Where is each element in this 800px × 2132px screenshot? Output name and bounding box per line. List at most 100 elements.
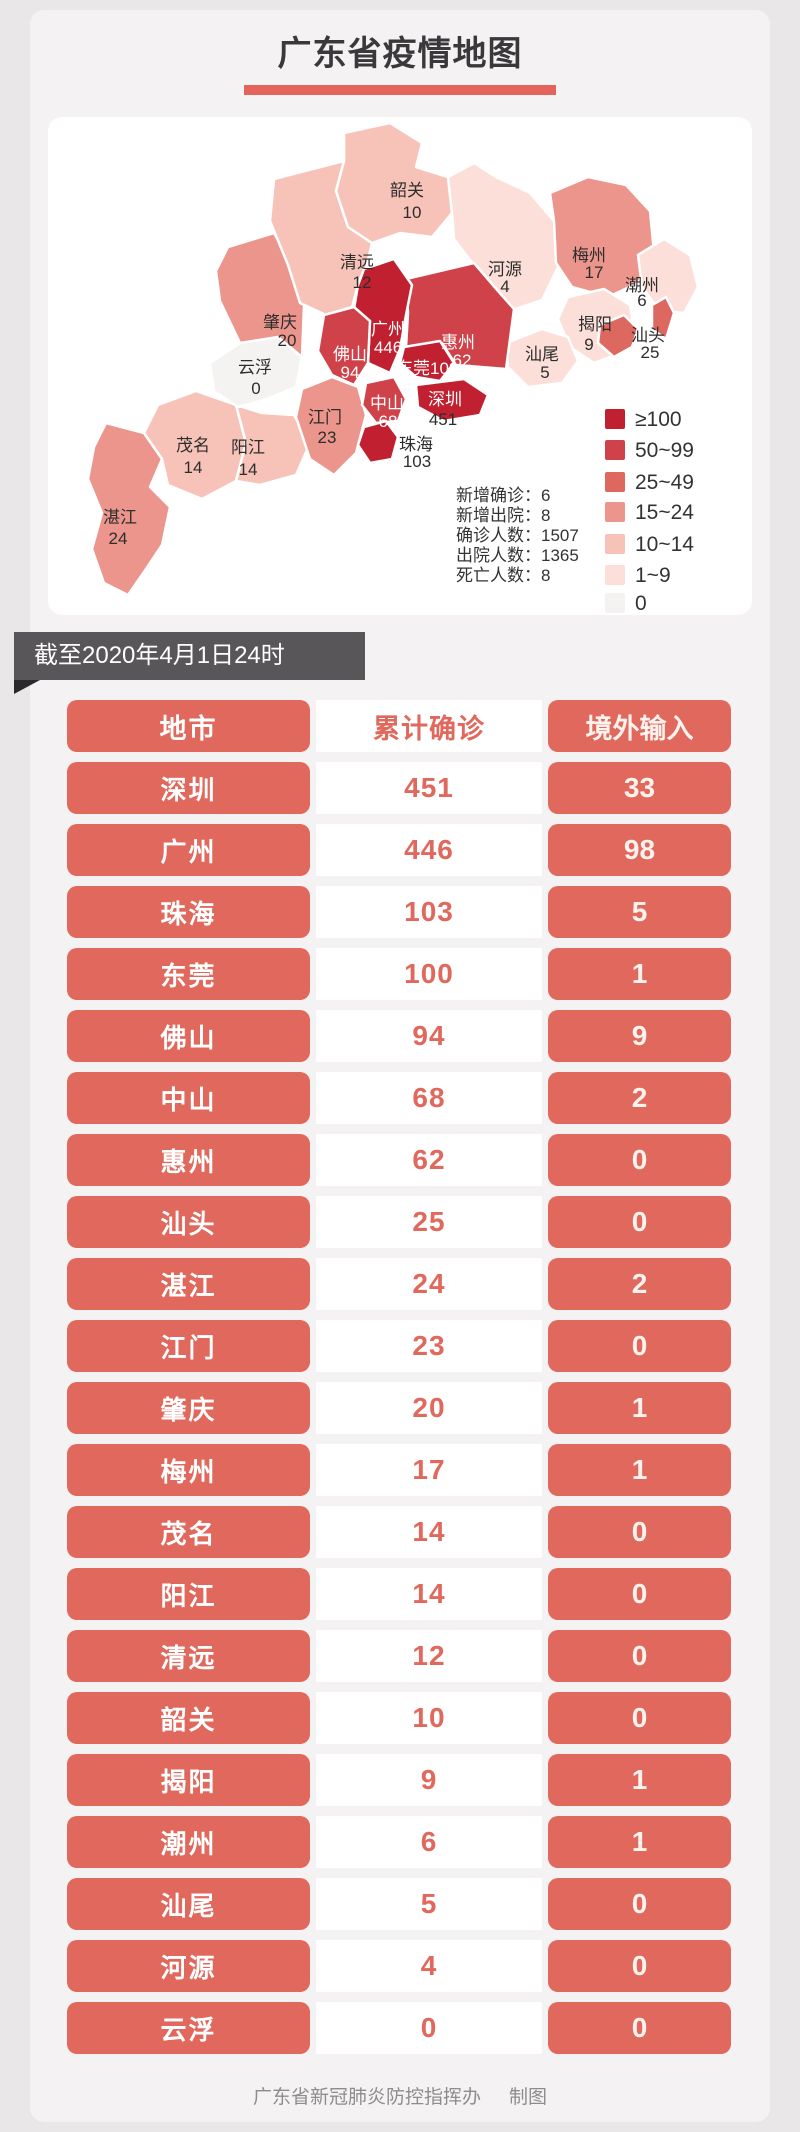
map-value-zhongshan: 68	[379, 412, 398, 431]
map-label-maoming: 茂名	[176, 436, 210, 455]
confirmed-cell: 12	[316, 1630, 542, 1682]
map-region-chaozhou	[636, 237, 700, 315]
table-row: 潮州 6 1	[67, 1816, 731, 1868]
imported-cell: 0	[548, 1320, 731, 1372]
table-row: 河源 4 0	[67, 1940, 731, 1992]
stat-deaths: 死亡人数：8	[456, 566, 550, 585]
map-value-shaoguan: 10	[403, 203, 422, 222]
map-value-zhaoqing: 20	[278, 331, 297, 350]
imported-cell: 0	[548, 2002, 731, 2054]
legend-label-b4: 15~24	[635, 501, 694, 524]
city-cell: 珠海	[67, 886, 310, 938]
confirmed-cell: 451	[316, 762, 542, 814]
city-cell: 清远	[67, 1630, 310, 1682]
legend-label-b5: 10~14	[635, 533, 694, 556]
map-label-shenzhen: 深圳	[428, 390, 462, 409]
map-value-jieyang: 9	[584, 335, 593, 354]
credit-text: 广东省新冠肺炎防控指挥办	[252, 2087, 481, 2108]
map-card: 湛江 24 茂名 14 阳江 14 云浮 0 肇庆 20 江门 23 清远 12…	[48, 117, 752, 615]
confirmed-cell: 103	[316, 886, 542, 938]
map-label-dongguan: 东莞	[396, 359, 430, 378]
map-region-shantou-coast	[650, 295, 676, 341]
confirmed-cell: 4	[316, 1940, 542, 1992]
city-cell: 汕头	[67, 1196, 310, 1248]
city-cell: 梅州	[67, 1444, 310, 1496]
table-row: 汕尾 5 0	[67, 1878, 731, 1930]
table-header-row: 地市 累计确诊 境外输入	[67, 700, 731, 752]
legend-swatch-b6	[605, 565, 625, 585]
imported-cell: 1	[548, 1444, 731, 1496]
table-row: 茂名 14 0	[67, 1506, 731, 1558]
table-row: 深圳 451 33	[67, 762, 731, 814]
map-region-zhongshan	[360, 375, 408, 425]
legend-swatch-b1	[605, 409, 625, 429]
table-row: 梅州 17 1	[67, 1444, 731, 1496]
confirmed-cell: 446	[316, 824, 542, 876]
table-body: 深圳 451 33 广州 446 98 珠海 103 5 东莞	[67, 762, 731, 2054]
map-value-yunfu: 0	[251, 379, 260, 398]
legend-label-b6: 1~9	[635, 564, 671, 587]
imported-cell: 1	[548, 948, 731, 1000]
confirmed-cell: 14	[316, 1506, 542, 1558]
table-row: 揭阳 9 1	[67, 1754, 731, 1806]
map-value-meizhou: 17	[585, 263, 604, 282]
legend-label-b2: 50~99	[635, 439, 694, 462]
province-stats: 新增确诊：6 新增出院：8 确诊人数：1507 出院人数：1365 死亡人数：8	[456, 486, 579, 585]
legend-label-b1: ≥100	[635, 408, 682, 431]
imported-cell: 0	[548, 1940, 731, 1992]
map-label-meizhou: 梅州	[572, 246, 606, 265]
map-label-huizhou: 惠州	[441, 333, 475, 352]
imported-cell: 2	[548, 1258, 731, 1310]
confirmed-cell: 62	[316, 1134, 542, 1186]
city-cell: 韶关	[67, 1692, 310, 1744]
map-label-foshan: 佛山	[333, 345, 367, 364]
map-label-yangjiang: 阳江	[231, 438, 265, 457]
map-label-shantou: 汕头	[631, 326, 665, 345]
legend-swatch-b5	[605, 534, 625, 554]
map-label-zhaoqing: 肇庆	[263, 313, 297, 332]
header-imported: 境外输入	[548, 700, 731, 752]
map-label-zhuhai: 珠海	[399, 435, 433, 454]
confirmed-cell: 9	[316, 1754, 542, 1806]
imported-cell: 0	[548, 1196, 731, 1248]
confirmed-cell: 0	[316, 2002, 542, 2054]
table-row: 云浮 0 0	[67, 2002, 731, 2054]
map-value-guangzhou: 446	[374, 338, 402, 357]
map-value-shantou: 25	[641, 343, 660, 362]
imported-cell: 5	[548, 886, 731, 938]
imported-cell: 2	[548, 1072, 731, 1124]
map-label-qingyuan: 清远	[340, 253, 374, 272]
legend-label-b3: 25~49	[635, 471, 694, 494]
stat-total-confirmed: 确诊人数：1507	[456, 526, 579, 545]
table-row: 汕头 25 0	[67, 1196, 731, 1248]
confirmed-cell: 94	[316, 1010, 542, 1062]
city-cell: 中山	[67, 1072, 310, 1124]
map-label-jieyang: 揭阳	[578, 315, 612, 334]
map-value-chaozhou: 6	[637, 291, 646, 310]
city-cell: 肇庆	[67, 1382, 310, 1434]
map-label-guangzhou: 广州	[371, 320, 405, 339]
imported-cell: 0	[548, 1134, 731, 1186]
stat-new-confirmed: 新增确诊：6	[456, 486, 550, 505]
map-value-foshan: 94	[341, 363, 360, 382]
confirmed-cell: 68	[316, 1072, 542, 1124]
imported-cell: 1	[548, 1816, 731, 1868]
banner-fold	[14, 680, 40, 694]
table-row: 肇庆 20 1	[67, 1382, 731, 1434]
map-value-yangjiang: 14	[239, 460, 258, 479]
table-row: 惠州 62 0	[67, 1134, 731, 1186]
table-row: 佛山 94 9	[67, 1010, 731, 1062]
table-row: 中山 68 2	[67, 1072, 731, 1124]
legend-swatch-b7	[605, 593, 625, 613]
title-underline	[244, 85, 556, 95]
city-cell: 汕尾	[67, 1878, 310, 1930]
city-cell: 惠州	[67, 1134, 310, 1186]
legend-label-b7: 0	[635, 592, 647, 615]
table-row: 珠海 103 5	[67, 886, 731, 938]
confirmed-cell: 10	[316, 1692, 542, 1744]
legend-swatch-b2	[605, 440, 625, 460]
city-cell: 深圳	[67, 762, 310, 814]
confirmed-cell: 23	[316, 1320, 542, 1372]
city-cell: 广州	[67, 824, 310, 876]
imported-cell: 33	[548, 762, 731, 814]
